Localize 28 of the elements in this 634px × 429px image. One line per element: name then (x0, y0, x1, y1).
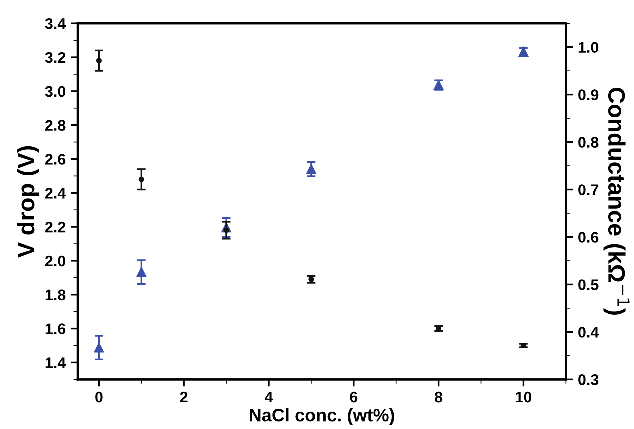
y-tick-label: 2.2 (45, 222, 66, 233)
y-tick-label: 2.4 (45, 188, 66, 199)
x-tick-label: 10 (516, 392, 532, 403)
y-tick-label: 3.0 (45, 86, 66, 98)
y-tick-label: 2.6 (45, 154, 66, 165)
y-axis-title: V drop (V) (17, 146, 40, 258)
x-tick-label: 4 (264, 392, 274, 403)
x-tick-label: 6 (350, 392, 358, 403)
y2-tick-label: 0.4 (578, 327, 600, 338)
y-tick-label: 3.2 (45, 52, 66, 64)
y2-axis-title: Conductance (kΩ$^{−1}$) (604, 88, 630, 315)
y2-tick-label: 1.0 (578, 42, 599, 54)
y-tick-label: 2.0 (45, 256, 66, 267)
y2-tick-label: 0.7 (578, 184, 599, 196)
x-tick-label: 8 (435, 392, 443, 403)
y2-tick-label: 0.3 (578, 374, 599, 386)
y-tick-label: 2.8 (45, 120, 66, 132)
y-tick-label: 1.8 (46, 290, 66, 301)
y2-tick-label: 0.5 (578, 280, 599, 290)
x-axis-title: NaCl conc. (wt%) (250, 408, 394, 426)
y2-tick-label: 0.6 (578, 232, 599, 243)
x-tick-label: 2 (180, 392, 188, 403)
x-tick-label: 0 (96, 392, 103, 403)
y-tick-label: 3.4 (45, 18, 66, 30)
y2-tick-label: 0.9 (578, 90, 599, 100)
y-tick-label: 1.6 (46, 324, 66, 334)
y-tick-label: 1.4 (46, 358, 66, 368)
y2-tick-label: 0.8 (578, 137, 599, 148)
